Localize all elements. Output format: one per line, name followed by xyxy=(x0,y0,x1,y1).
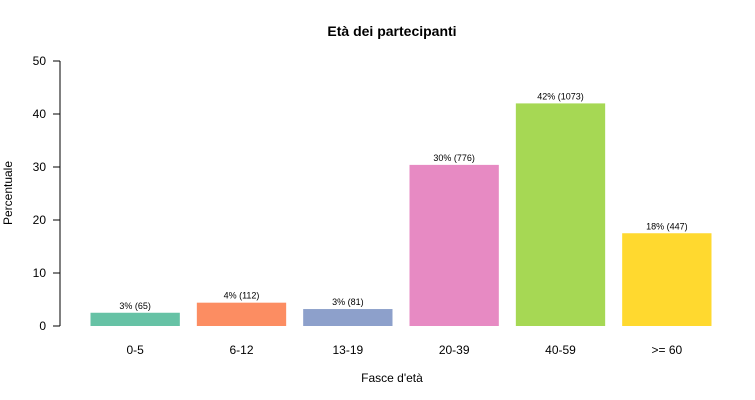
bar-4 xyxy=(515,103,606,327)
bar-data-label: 4% (112) xyxy=(224,291,260,301)
x-tick-label: 20-39 xyxy=(439,343,470,357)
bar-0 xyxy=(90,312,180,326)
x-tick-label: 0-5 xyxy=(126,343,144,357)
chart-title: Età dei partecipanti xyxy=(327,23,456,39)
x-axis-label: Fasce d'età xyxy=(361,371,423,385)
bar-5 xyxy=(622,233,712,326)
x-tick-label: 40-59 xyxy=(545,343,576,357)
x-tick-label: 13-19 xyxy=(332,343,363,357)
y-tick-label: 20 xyxy=(33,213,47,227)
y-tick-label: 30 xyxy=(33,160,47,174)
bar-data-label: 30% (776) xyxy=(433,153,475,163)
bar-2 xyxy=(303,309,393,326)
bar-data-label: 3% (81) xyxy=(332,297,364,307)
x-tick-label: >= 60 xyxy=(651,343,682,357)
y-axis: 0 10 20 30 40 50 xyxy=(33,54,61,333)
bar-data-label: 42% (1073) xyxy=(537,91,584,101)
y-tick-label: 0 xyxy=(39,319,46,333)
bars-group: 3% (65) 4% (112) 3% (81) 30% (776) 42% (1073… xyxy=(90,91,712,327)
y-axis-label: Percentuale xyxy=(1,161,15,225)
y-tick-label: 10 xyxy=(33,266,47,280)
y-tick-label: 50 xyxy=(33,54,47,68)
bar-data-label: 18% (447) xyxy=(646,221,688,231)
bar-data-label: 3% (65) xyxy=(119,301,151,311)
y-tick-label: 40 xyxy=(33,107,47,121)
x-tick-label: 6-12 xyxy=(229,343,253,357)
x-tick-labels: 0-5 6-12 13-19 20-39 40-59 >= 60 xyxy=(126,343,682,357)
bar-1 xyxy=(196,302,287,326)
bar-3 xyxy=(409,164,499,326)
